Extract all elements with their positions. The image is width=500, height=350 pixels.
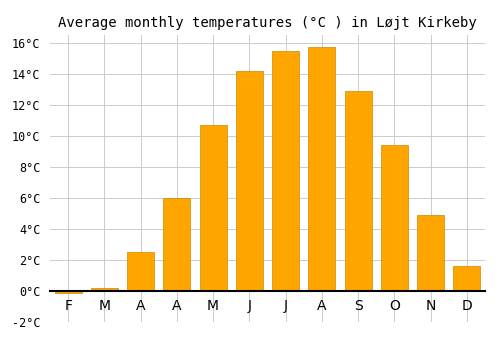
- Bar: [454, 266, 480, 291]
- Bar: [272, 50, 299, 291]
- Bar: [91, 288, 118, 291]
- Bar: [417, 215, 444, 291]
- Bar: [54, 291, 82, 293]
- Bar: [164, 198, 190, 291]
- Bar: [344, 91, 372, 291]
- Bar: [381, 145, 408, 291]
- Bar: [200, 125, 226, 291]
- Title: Average monthly temperatures (°C ) in Løjt Kirkeby: Average monthly temperatures (°C ) in Lø…: [58, 16, 477, 30]
- Bar: [127, 252, 154, 291]
- Bar: [308, 47, 336, 291]
- Bar: [236, 71, 263, 291]
